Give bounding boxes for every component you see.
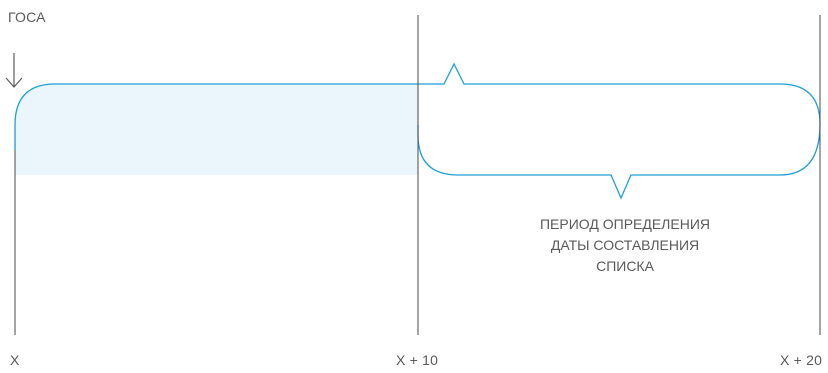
axis-label-mid: X + 10 (396, 352, 439, 368)
shaded-period-band (15, 84, 418, 175)
caption-line-1: ПЕРИОД ОПРЕДЕЛЕНИЯ (539, 216, 710, 232)
arrow-down-icon (5, 53, 23, 88)
event-label: ГОСА (8, 9, 46, 25)
axis-label-start: X (10, 352, 20, 368)
caption-line-3: СПИСКА (596, 258, 654, 274)
axis-label-end: X + 20 (780, 352, 823, 368)
caption-line-2: ДАТЫ СОСТАВЛЕНИЯ (550, 237, 700, 253)
period-caption: ПЕРИОД ОПРЕДЕЛЕНИЯ ДАТЫ СОСТАВЛЕНИЯ СПИС… (480, 214, 770, 277)
